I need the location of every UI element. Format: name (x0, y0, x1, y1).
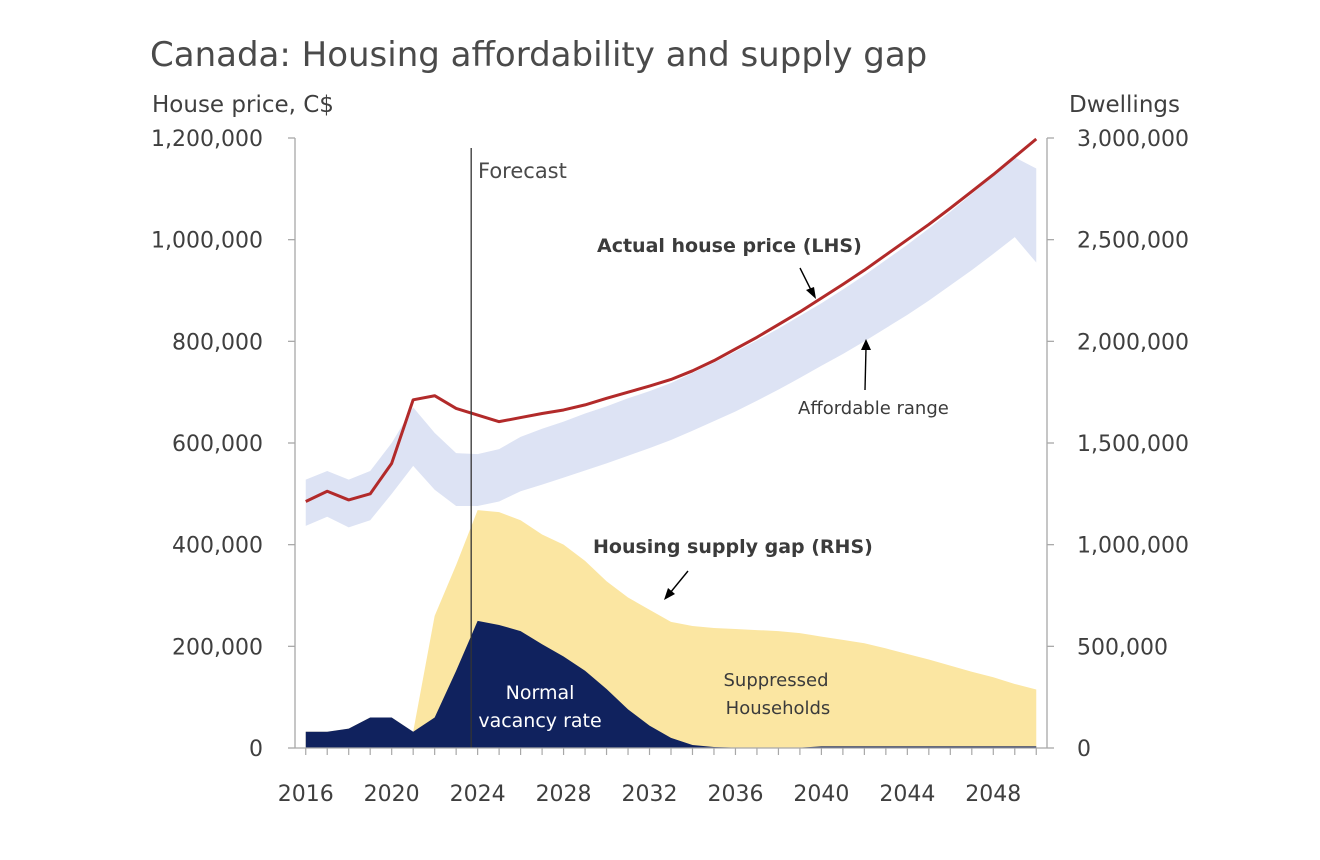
right-tick-label: 1,000,000 (1077, 534, 1189, 559)
chart-title: Canada: Housing affordability and supply… (150, 35, 927, 75)
x-tick-label: 2048 (965, 782, 1021, 807)
right-axis-ticks: 0 500,000 1,000,000 1,500,000 2,000,000 2,500… (1047, 127, 1189, 762)
x-tick-label: 2032 (622, 782, 678, 807)
left-tick-label: 400,000 (172, 534, 263, 559)
x-tick-label: 2024 (450, 782, 506, 807)
left-tick-label: 200,000 (172, 635, 263, 660)
left-tick-label: 0 (249, 737, 263, 762)
left-tick-label: 1,000,000 (151, 229, 263, 254)
left-axis-title: House price, C$ (152, 92, 334, 118)
affordable-range-arrowhead (861, 339, 871, 350)
left-tick-label: 600,000 (172, 432, 263, 457)
right-tick-label: 0 (1077, 737, 1091, 762)
x-tick-label: 2040 (793, 782, 849, 807)
x-axis-ticks: 2016 2020 2024 2028 2032 2036 2040 2044 2048 (278, 748, 1037, 807)
affordable-range-arrow (864, 347, 867, 391)
actual-price-line (305, 137, 1038, 503)
affordable-range-label: Affordable range (798, 398, 949, 419)
suppressed-label-line1: Suppressed (723, 670, 828, 691)
actual-price-arrowhead (806, 287, 816, 299)
right-tick-label: 2,000,000 (1077, 330, 1189, 355)
left-tick-label: 800,000 (172, 330, 263, 355)
vacancy-label-line2: vacancy rate (478, 710, 601, 732)
forecast-label: Forecast (478, 159, 567, 183)
suppressed-label-line2: Households (726, 698, 831, 719)
x-tick-label: 2020 (364, 782, 420, 807)
x-tick-label: 2028 (536, 782, 592, 807)
left-axis-ticks: 0 200,000 400,000 600,000 800,000 1,000,000 1,… (151, 127, 295, 762)
vacancy-rate-area (305, 620, 1037, 748)
supply-gap-arrowhead (664, 588, 675, 600)
left-tick-label: 1,200,000 (151, 127, 263, 152)
right-axis-title: Dwellings (1069, 92, 1180, 118)
annotations: Forecast Actual house price (LHS) Afford… (478, 159, 949, 732)
actual-price-arrow (799, 267, 813, 293)
x-tick-label: 2036 (707, 782, 763, 807)
right-tick-label: 3,000,000 (1077, 127, 1189, 152)
vacancy-label-line1: Normal (506, 682, 575, 704)
x-tick-label: 2016 (278, 782, 334, 807)
supply-gap-label: Housing supply gap (RHS) (593, 536, 873, 558)
right-tick-label: 500,000 (1077, 635, 1168, 660)
right-tick-label: 1,500,000 (1077, 432, 1189, 457)
series-layer (305, 137, 1038, 748)
affordable-range-band (305, 157, 1037, 528)
x-tick-label: 2044 (879, 782, 935, 807)
supply-gap-arrow (669, 570, 689, 594)
actual-price-label: Actual house price (LHS) (597, 235, 862, 257)
right-tick-label: 2,500,000 (1077, 229, 1189, 254)
